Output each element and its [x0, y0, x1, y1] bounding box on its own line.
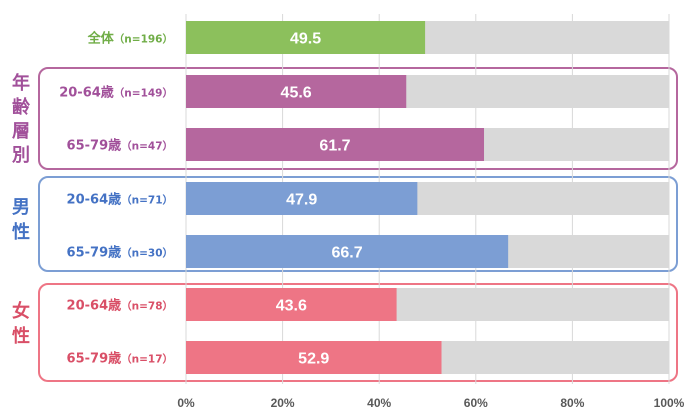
bar [186, 21, 426, 54]
category-name: 全体 [87, 31, 115, 47]
category-label: 65-79歳（n=17） [67, 351, 173, 367]
bar [186, 288, 397, 321]
category-label: 20-64歳（n=149） [59, 85, 173, 101]
x-tick-label: 60% [464, 396, 488, 410]
bar-value-label: 52.9 [298, 351, 329, 368]
category-n: （n=30） [121, 247, 173, 260]
category-n: （n=47） [121, 140, 173, 153]
category-n: （n=78） [121, 300, 173, 313]
female-group-label: 女性 [12, 300, 30, 347]
bar-value-label: 47.9 [286, 192, 317, 209]
bar-value-label: 45.6 [281, 85, 312, 102]
bar [186, 235, 509, 268]
x-tick-label: 0% [177, 396, 195, 410]
category-n: （n=149） [114, 87, 173, 100]
age-group-frame [38, 67, 678, 170]
female-group-frame [38, 283, 678, 382]
bar [186, 341, 442, 374]
category-n: （n=71） [121, 194, 173, 207]
category-label: 20-64歳（n=78） [67, 298, 173, 314]
category-label: 全体（n=196） [87, 31, 173, 47]
bar [186, 75, 407, 108]
category-label: 65-79歳（n=47） [67, 138, 173, 154]
x-tick-label: 20% [271, 396, 295, 410]
category-name: 65-79歳 [67, 245, 122, 261]
bar-value-label: 43.6 [276, 298, 307, 315]
category-n: （n=17） [121, 353, 173, 366]
age-group-label: 年齢層別 [12, 72, 31, 166]
category-name: 20-64歳 [67, 298, 122, 314]
category-label: 65-79歳（n=30） [67, 245, 173, 261]
category-n: （n=196） [114, 33, 173, 46]
category-label: 20-64歳（n=71） [67, 192, 173, 208]
category-name: 65-79歳 [67, 138, 122, 154]
bar [186, 182, 418, 215]
male-group-label: 男性 [12, 197, 30, 243]
bar [186, 128, 485, 161]
male-group-frame [38, 176, 678, 272]
bar-value-label: 66.7 [332, 245, 363, 262]
category-name: 65-79歳 [67, 351, 122, 367]
bar-value-label: 49.5 [290, 31, 321, 48]
x-tick-label: 80% [560, 396, 584, 410]
category-name: 20-64歳 [67, 192, 122, 208]
category-name: 20-64歳 [59, 85, 114, 101]
bar-value-label: 61.7 [319, 138, 350, 155]
x-tick-label: 40% [367, 396, 391, 410]
x-tick-label: 100% [654, 396, 685, 410]
